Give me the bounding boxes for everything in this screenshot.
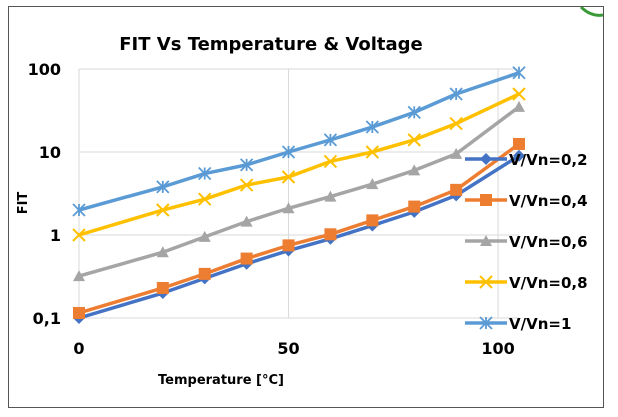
data-point <box>73 306 85 319</box>
data-point <box>198 192 212 206</box>
y-tick-label: 10 <box>39 143 61 162</box>
chart-title: FIT Vs Temperature & Voltage <box>119 34 422 55</box>
data-point <box>198 267 211 280</box>
legend-marker <box>480 194 492 206</box>
data-point <box>323 154 338 169</box>
data-point <box>239 178 254 192</box>
data-point <box>366 178 379 190</box>
legend-item: V/Vn=0,6 <box>465 233 588 251</box>
legend-label: V/Vn=0,6 <box>509 233 588 251</box>
legend-item: V/Vn=0,2 <box>465 151 588 169</box>
legend-marker <box>480 235 492 246</box>
x-axis-label: Temperature [°C] <box>158 373 284 388</box>
y-tick-label: 0,1 <box>33 309 61 328</box>
data-point <box>366 214 379 227</box>
legend: V/Vn=0,2 V/Vn=0,4 V/Vn=0,6 V/Vn=0,8 V/Vn=1 <box>465 151 588 333</box>
data-point <box>449 116 463 131</box>
data-point <box>324 228 337 241</box>
chart-frame: FIT Vs Temperature & Voltage Temperature… <box>8 6 604 408</box>
data-point <box>72 228 86 242</box>
y-tick-label: 1 <box>50 226 61 245</box>
data-point <box>449 87 463 101</box>
series-line <box>78 154 520 320</box>
legend-item: V/Vn=1 <box>465 315 571 333</box>
data-point <box>512 87 526 101</box>
data-point <box>407 133 421 147</box>
data-point <box>72 203 86 217</box>
data-point <box>156 203 170 217</box>
series-line <box>78 71 520 212</box>
series-2 <box>73 137 525 319</box>
data-point <box>239 158 254 172</box>
axis-ticks: 0,1 1 10 100 0 50 100 <box>28 60 515 358</box>
data-point <box>512 66 526 80</box>
data-point <box>513 100 525 112</box>
data-point <box>513 137 525 150</box>
y-axis-label: FIT <box>16 192 31 215</box>
legend-label: V/Vn=0,4 <box>509 192 588 210</box>
data-point <box>198 230 211 242</box>
data-point <box>450 147 463 159</box>
legend-label: V/Vn=0,8 <box>509 274 588 292</box>
data-point <box>407 105 421 120</box>
series-3 <box>73 100 525 282</box>
series-line <box>78 105 521 278</box>
series-5 <box>72 66 526 217</box>
x-tick-label: 50 <box>277 339 299 358</box>
series-4 <box>72 87 526 242</box>
data-point <box>156 281 169 294</box>
series-line <box>78 142 521 315</box>
data-point <box>365 145 380 159</box>
grid-lines <box>78 68 519 319</box>
data-point <box>323 133 338 147</box>
legend-marker <box>479 275 493 289</box>
data-point <box>282 202 295 214</box>
legend-label: V/Vn=1 <box>509 315 571 333</box>
data-point <box>408 200 421 213</box>
data-point <box>324 190 337 202</box>
data-point <box>408 164 421 176</box>
series-1 <box>73 149 525 324</box>
legend-marker <box>480 153 492 165</box>
x-tick-label: 100 <box>481 339 514 358</box>
data-point <box>281 170 296 184</box>
data-point <box>240 215 253 227</box>
data-point <box>240 252 253 265</box>
legend-item: V/Vn=0,4 <box>465 192 588 210</box>
line-chart: FIT Vs Temperature & Voltage Temperature… <box>16 34 588 388</box>
series-line <box>78 92 520 237</box>
x-tick-label: 0 <box>73 339 84 358</box>
data-point <box>513 149 525 162</box>
data-point <box>281 145 296 159</box>
y-tick-label: 100 <box>28 60 61 79</box>
data-point <box>450 183 463 196</box>
data-point <box>73 270 85 282</box>
legend-marker <box>479 316 493 330</box>
legend-label: V/Vn=0,2 <box>509 151 588 169</box>
data-point <box>156 246 169 258</box>
data-point <box>198 166 212 181</box>
data-point <box>365 120 379 134</box>
corner-decoration <box>579 7 603 17</box>
data-point <box>282 239 295 252</box>
series-lines <box>72 66 526 324</box>
data-point <box>156 180 170 194</box>
legend-item: V/Vn=0,8 <box>465 274 588 292</box>
